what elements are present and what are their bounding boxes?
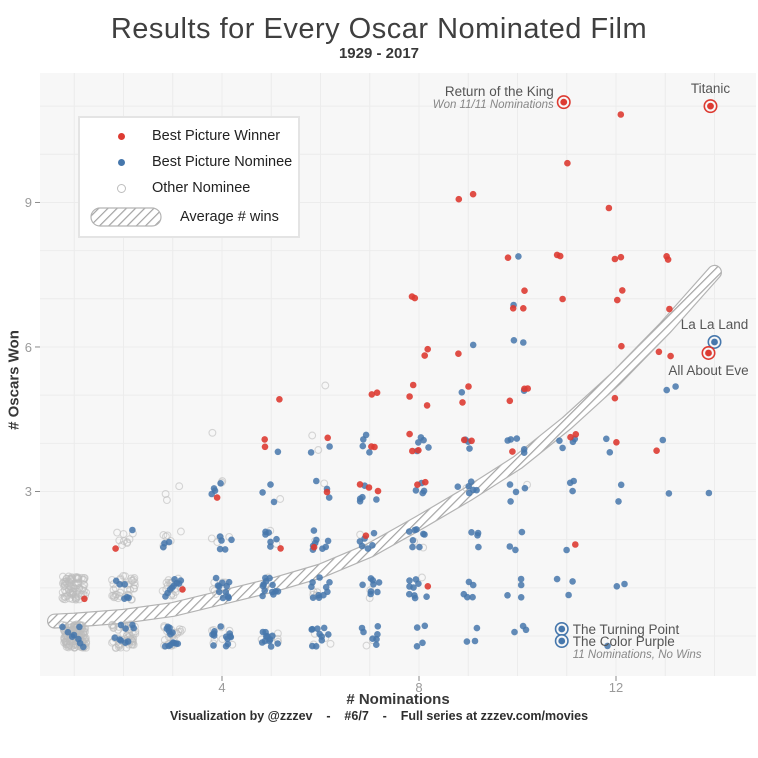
legend: Best Picture Winner Best Picture Nominee…: [78, 116, 300, 238]
tick-label: 6: [24, 339, 32, 355]
tick-label: 4: [218, 680, 226, 695]
other-ring-icon: [116, 183, 126, 193]
nominee-dot-icon: [117, 158, 125, 166]
legend-item-label: Other Nominee: [152, 180, 251, 196]
legend-item-label: Best Picture Winner: [152, 128, 281, 144]
chart-title: Results for Every Oscar Nominated Film: [110, 13, 648, 45]
best-picture-nominee-dots: [59, 253, 713, 651]
annotation-return-of-the-king: Return of the King Won 11/11 Nominations: [432, 84, 554, 112]
tick-label: 3: [24, 484, 32, 500]
annotation-la-la-land: La La Land: [680, 316, 749, 332]
legend-item-label: Best Picture Nominee: [152, 154, 293, 170]
footer-credit: Visualization by @zzzev - #6/7 - Full se…: [169, 709, 589, 723]
film-data-points: [58, 111, 713, 652]
tick-label: 9: [24, 195, 32, 211]
legend-item-other: Other Nominee: [90, 175, 298, 201]
annotation-the-color-purple: The Color Purple 11 Nominations, No Wins: [572, 634, 702, 661]
hatch-band-icon: [90, 207, 162, 227]
axis-tick-marks: [35, 201, 617, 681]
best-picture-winner-dots: [81, 111, 674, 603]
y-axis-title: # Oscars Won: [5, 330, 23, 430]
legend-item-label: Average # wins: [180, 209, 279, 225]
tick-label: 12: [608, 680, 624, 695]
chart-subtitle: 1929 - 2017: [338, 45, 420, 62]
annotation-all-about-eve: All About Eve: [668, 362, 749, 378]
winner-dot-icon: [117, 132, 125, 140]
legend-item-nominee: Best Picture Nominee: [90, 149, 298, 175]
annotation-titanic: Titanic: [690, 81, 731, 97]
annotation-the-turning-point: The Turning Point: [572, 622, 680, 637]
legend-item-average-band: Average # wins: [90, 207, 298, 227]
tick-label: 8: [415, 680, 423, 695]
annotated-film-dots: [554, 95, 722, 648]
legend-item-winner: Best Picture Winner: [90, 123, 298, 149]
other-nominee-dots: [58, 381, 532, 652]
x-axis-title: # Nominations: [346, 691, 450, 708]
